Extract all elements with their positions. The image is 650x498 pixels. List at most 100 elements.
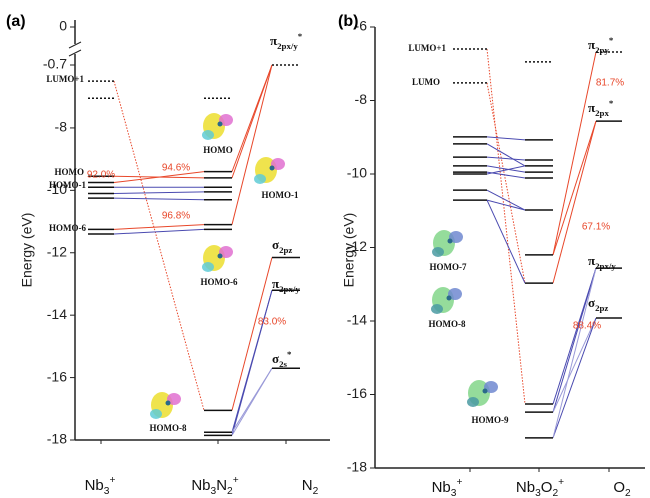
mo-label: π2px* [588,98,614,118]
category-label-part: O [613,479,625,496]
category-label-part: + [233,475,239,486]
correlation-line [114,172,204,183]
orbital-label: HOMO-1 [262,190,299,200]
category-label: Nb3+ [432,477,463,498]
mo-label-part: π [588,253,595,268]
atom [270,166,275,171]
mo-label-part: σ [272,351,279,366]
category-label-part: Nb [432,479,451,496]
level-label: HOMO-6 [49,223,86,233]
correlation-line [553,268,596,438]
y-tick-label: -12 [47,243,67,259]
y-tick-label: -18 [47,431,67,447]
category-label-part: 3 [104,486,110,497]
category-label-part: 2 [227,486,233,497]
axis-break [69,42,81,56]
percentage-label: 94.6% [162,163,190,174]
orbital-lobe [467,397,479,407]
category-label: Nb3O2+ [516,477,564,498]
y-tick-label: 0 [59,18,67,34]
correlation-line [487,83,525,283]
category-label: N2 [302,477,319,497]
orbital-label: HOMO-8 [429,319,466,329]
percentage-label: 92.0% [87,170,115,181]
mo-label-part: 2s [279,359,287,369]
y-tick-label: -14 [347,312,367,328]
orbital-lobe [254,174,266,184]
mo-label: σ2pz [272,237,292,255]
level-label: HOMO [55,167,85,177]
category-label-part: 2 [625,488,631,498]
correlation-line [487,49,525,404]
category-label-part: + [456,477,462,488]
figure: 0-0.7-18-16-14-12-10-8Energy (eV)(a)Nb3+… [0,0,650,498]
mo-label-part: * [609,35,614,45]
y-tick-label: -16 [47,368,67,384]
mo-label: π2px/y [588,253,616,271]
category-label-part: N [302,477,313,494]
correlation-line [232,290,272,435]
mo-label-part: π [588,37,595,52]
correlation-line [553,121,596,255]
correlation-line [553,318,596,412]
correlation-line [114,198,204,200]
y-axis-title: Energy (eV) [341,213,357,288]
category-label-part: 3 [451,488,457,498]
mo-label: σ2s* [272,349,292,369]
orbital-label: HOMO-6 [201,277,238,287]
level-label: HOMO-1 [49,180,86,190]
correlation-line [232,368,272,432]
panel-label: (a) [6,13,26,30]
y-tick-label: -14 [47,306,67,322]
y-tick-label: -10 [347,165,367,181]
level-label: LUMO+1 [46,74,84,84]
y-axis-title: Energy (eV) [19,213,35,288]
y-tick-label: -8 [55,119,68,135]
orbital-lobe [202,130,214,140]
mo-label-part: * [609,98,614,108]
correlation-line [487,144,525,166]
percentage-label: 88.4% [573,321,601,332]
orbital-label: HOMO [203,145,233,155]
atom [483,389,488,394]
mo-label-part: π [588,100,595,115]
orbital-label: HOMO-7 [430,262,467,272]
category-label-part: N [216,477,227,494]
category-label: Nb3+ [85,475,116,497]
category-label-part: 2 [552,488,558,498]
category-label: O2 [613,479,631,498]
level-label: LUMO [412,77,440,87]
orbital-lobe [432,247,444,257]
mo-label-part: 2pz [595,303,608,313]
atom [218,254,223,259]
category-label-part: Nb [191,477,210,494]
atom [218,122,223,127]
category-label-part: + [109,475,115,486]
y-tick-label: -0.7 [43,56,67,72]
mo-label-part: * [287,349,292,359]
level-label: LUMO+1 [408,43,446,53]
correlation-line [232,257,272,410]
category-label-part: 2 [313,486,319,497]
y-tick-label: -16 [347,385,367,401]
mo-label-part: 2pz [279,245,292,255]
mo-label-part: 2py [595,45,609,55]
atom [166,401,171,406]
category-label: Nb3N2+ [191,475,238,497]
orbital-label: HOMO-9 [472,415,509,425]
correlation-line [114,225,204,230]
mo-label: π2px/y [272,276,300,294]
mo-label-part: 2px/y [277,41,298,51]
mo-label-part: σ [588,295,595,310]
correlation-line [232,65,272,225]
mo-label-part: σ [272,237,279,252]
atom [448,239,453,244]
mo-label-part: π [270,33,277,48]
mo-label-part: * [298,31,303,41]
mo-label-part: 2px/y [595,261,616,271]
category-label-part: O [541,479,553,496]
correlation-line [114,229,204,234]
panel-label: (b) [338,13,358,30]
mo-label-part: 2px [595,108,609,118]
correlation-line [114,192,204,194]
